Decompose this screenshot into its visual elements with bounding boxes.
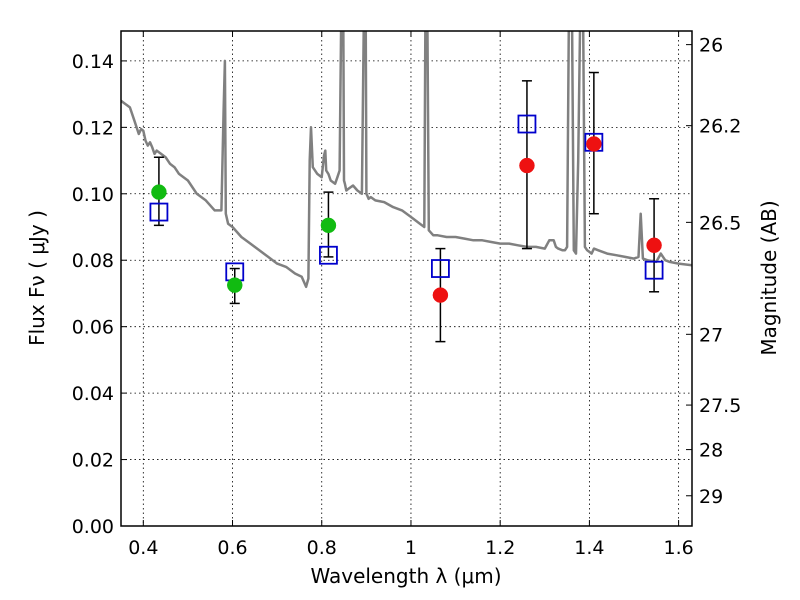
x-axis-label: Wavelength λ (μm): [310, 564, 501, 588]
y-tick-label: 0.10: [72, 184, 114, 206]
right-tick-label: 27.5: [699, 395, 741, 417]
photometry-point: [646, 237, 662, 254]
x-tick-label: 0.6: [217, 537, 247, 559]
model-flux-square: [431, 259, 450, 278]
x-tick-label: 1.4: [574, 537, 604, 559]
x-tick-label: 1: [405, 537, 417, 559]
photometry-point: [432, 287, 449, 303]
photometry-point: [586, 136, 602, 152]
x-tick-label: 1.2: [485, 537, 515, 559]
right-tick-label: 28: [699, 440, 723, 462]
grid: [121, 31, 692, 527]
x-tick-label: 0.8: [307, 537, 337, 559]
plot-frame: [120, 30, 693, 527]
x-tick-label: 1.6: [664, 537, 694, 559]
right-tick-label: 26.2: [699, 116, 741, 138]
y-tick-label: 0.12: [72, 117, 114, 139]
photometry-point: [151, 184, 167, 200]
right-tick-label: 26.5: [699, 212, 741, 234]
model-flux-square: [517, 114, 537, 134]
x-tick-label: 0.4: [128, 537, 158, 559]
y-tick-label: 0.14: [72, 51, 114, 73]
model-flux-square: [319, 245, 338, 265]
y-tick-label: 0.02: [72, 450, 114, 472]
spectrum-line: [121, 31, 692, 289]
photometry-point: [320, 217, 337, 234]
photometry-point: [227, 277, 243, 293]
tick-layer: 0.4 0.6 0.8 1 1.2 1.4 1.6 0.00 0.02 0.04 0.06 0.08 0…: [72, 31, 741, 559]
right-tick-label: 26: [699, 35, 723, 57]
y-tick-label: 0.00: [72, 516, 114, 538]
y-tick-label: 0.06: [72, 317, 114, 339]
y-tick-label: 0.04: [72, 383, 114, 405]
right-axis-label: Magnitude (AB): [757, 200, 781, 355]
y-axis-label: Flux Fν ( μJy ): [25, 210, 49, 346]
spectrum-layer: [121, 31, 692, 289]
marker-layer: [149, 71, 664, 343]
photometry-point: [519, 157, 535, 174]
right-tick-label: 29: [699, 486, 723, 508]
right-tick-label: 27: [699, 324, 723, 346]
model-flux-square: [149, 202, 169, 222]
y-tick-label: 0.08: [72, 250, 114, 272]
model-flux-square: [644, 260, 664, 280]
